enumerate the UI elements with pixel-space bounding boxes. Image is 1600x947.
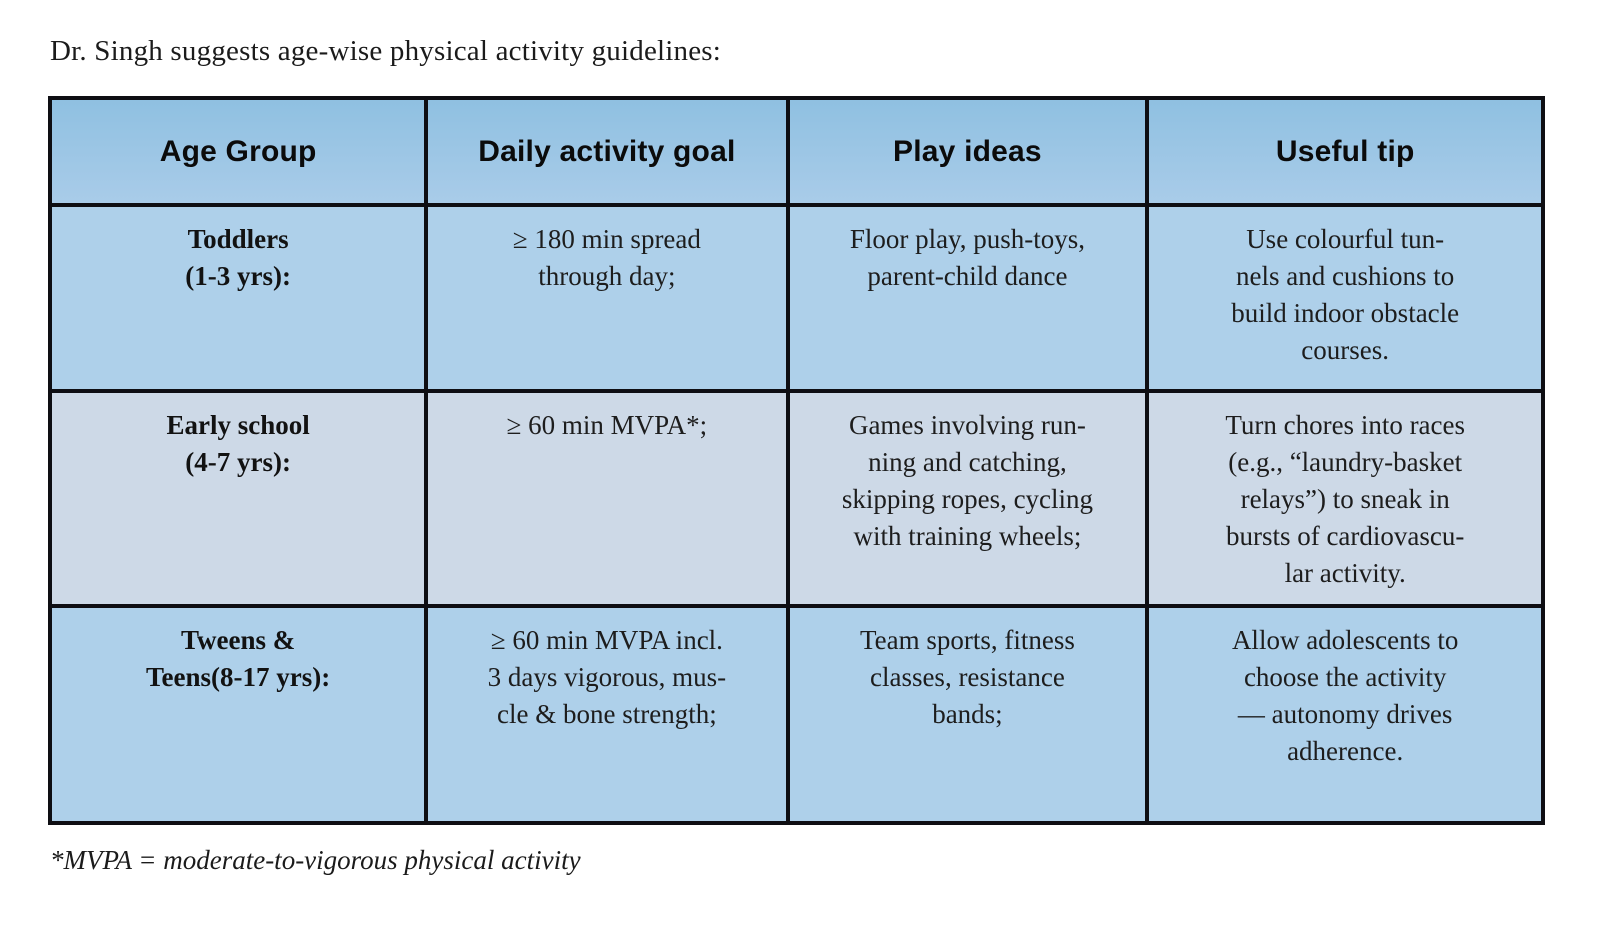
- cell-toddlers-daily-goal: ≥ 180 min spread through day;: [424, 203, 790, 393]
- column-header-useful-tip: Useful tip: [1145, 96, 1545, 207]
- cell-tweens-teens-useful-tip: Allow adolescents to choose the activity…: [1145, 604, 1545, 825]
- guidelines-table: Age Group Daily activity goal Play ideas…: [47, 96, 1545, 825]
- column-header-play-ideas: Play ideas: [785, 96, 1150, 207]
- cell-early-school-daily-goal: ≥ 60 min MVPA*;: [424, 389, 790, 608]
- document-page: Dr. Singh suggests age-wise physical act…: [0, 34, 1600, 876]
- table-row-tweens-teens: Tweens & Teens(8-17 yrs): ≥ 60 min MVPA …: [47, 604, 1545, 825]
- table-row-early-school: Early school (4-7 yrs): ≥ 60 min MVPA*; …: [47, 389, 1545, 608]
- document-title: Dr. Singh suggests age-wise physical act…: [50, 35, 722, 67]
- cell-early-school-play-ideas: Games involving run- ning and catching, …: [785, 389, 1150, 608]
- mvpa-footnote: *MVPA = moderate-to-vigorous physical ac…: [50, 845, 581, 875]
- cell-toddlers-useful-tip: Use colourful tun- nels and cushions to …: [1145, 203, 1545, 393]
- column-header-daily-activity-goal: Daily activity goal: [424, 96, 790, 207]
- cell-early-school-useful-tip: Turn chores into races (e.g., “laundry-b…: [1145, 389, 1545, 608]
- cell-tweens-teens-play-ideas: Team sports, fitness classes, resistance…: [785, 604, 1150, 825]
- cell-tweens-teens-daily-goal: ≥ 60 min MVPA incl. 3 days vigorous, mus…: [424, 604, 790, 825]
- table-header-row: Age Group Daily activity goal Play ideas…: [47, 96, 1545, 207]
- column-header-age-group: Age Group: [47, 96, 429, 207]
- cell-early-school-age-group: Early school (4-7 yrs):: [47, 389, 429, 608]
- cell-toddlers-play-ideas: Floor play, push-toys, parent-child danc…: [785, 203, 1150, 393]
- table-row-toddlers: Toddlers (1-3 yrs): ≥ 180 min spread thr…: [47, 203, 1545, 393]
- cell-tweens-teens-age-group: Tweens & Teens(8-17 yrs):: [47, 604, 429, 825]
- cell-toddlers-age-group: Toddlers (1-3 yrs):: [47, 203, 429, 393]
